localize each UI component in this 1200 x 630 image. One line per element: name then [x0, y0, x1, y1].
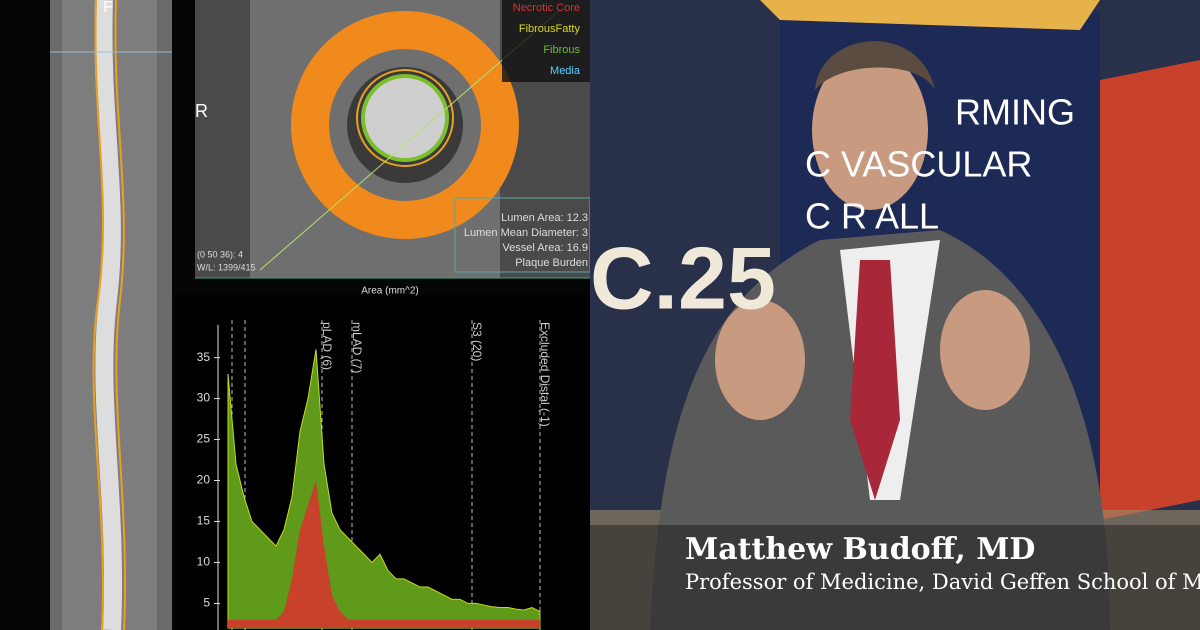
y-tick-label: 20 [197, 473, 211, 487]
y-tick-label: 25 [197, 432, 211, 446]
label: Fibrous [543, 44, 580, 56]
label: R [195, 101, 208, 121]
y-tick-label: 35 [197, 350, 211, 364]
y-tick-label: 15 [197, 514, 211, 528]
segment-label: pLAD (6) [320, 322, 334, 370]
label: Necrotic Core [513, 2, 580, 14]
label: Area (mm^2) [361, 286, 418, 297]
label: Media [550, 65, 581, 77]
segment-label: S3 (20) [470, 322, 484, 361]
label: C.25 [590, 228, 776, 327]
label: Vessel Area: 16.9 [502, 242, 588, 254]
label: RMING [955, 92, 1075, 133]
label: C VASCULAR [805, 144, 1032, 185]
segment-label: Excluded Distal (-1) [538, 322, 552, 427]
y-tick-label: 5 [203, 596, 210, 610]
area [228, 480, 540, 628]
y-tick-label: 30 [197, 391, 211, 405]
label: F [103, 0, 113, 16]
speaker-name: Matthew Budoff, MD [685, 532, 1036, 567]
label: FibrousFatty [519, 23, 581, 35]
y-tick-label: 10 [197, 555, 211, 569]
segment-label: mLAD (7) [350, 322, 364, 373]
label: C R ALL [805, 196, 939, 237]
label: (0 50 36): 4 [197, 249, 243, 259]
label: Lumen Area: 12.3 [501, 212, 588, 224]
label: Plaque Burden [515, 257, 588, 269]
label: Lumen Mean Diameter: 3 [464, 227, 588, 239]
label: W/L: 1399/415 [197, 262, 256, 272]
speaker-title: Professor of Medicine, David Geffen Scho… [685, 570, 1200, 594]
